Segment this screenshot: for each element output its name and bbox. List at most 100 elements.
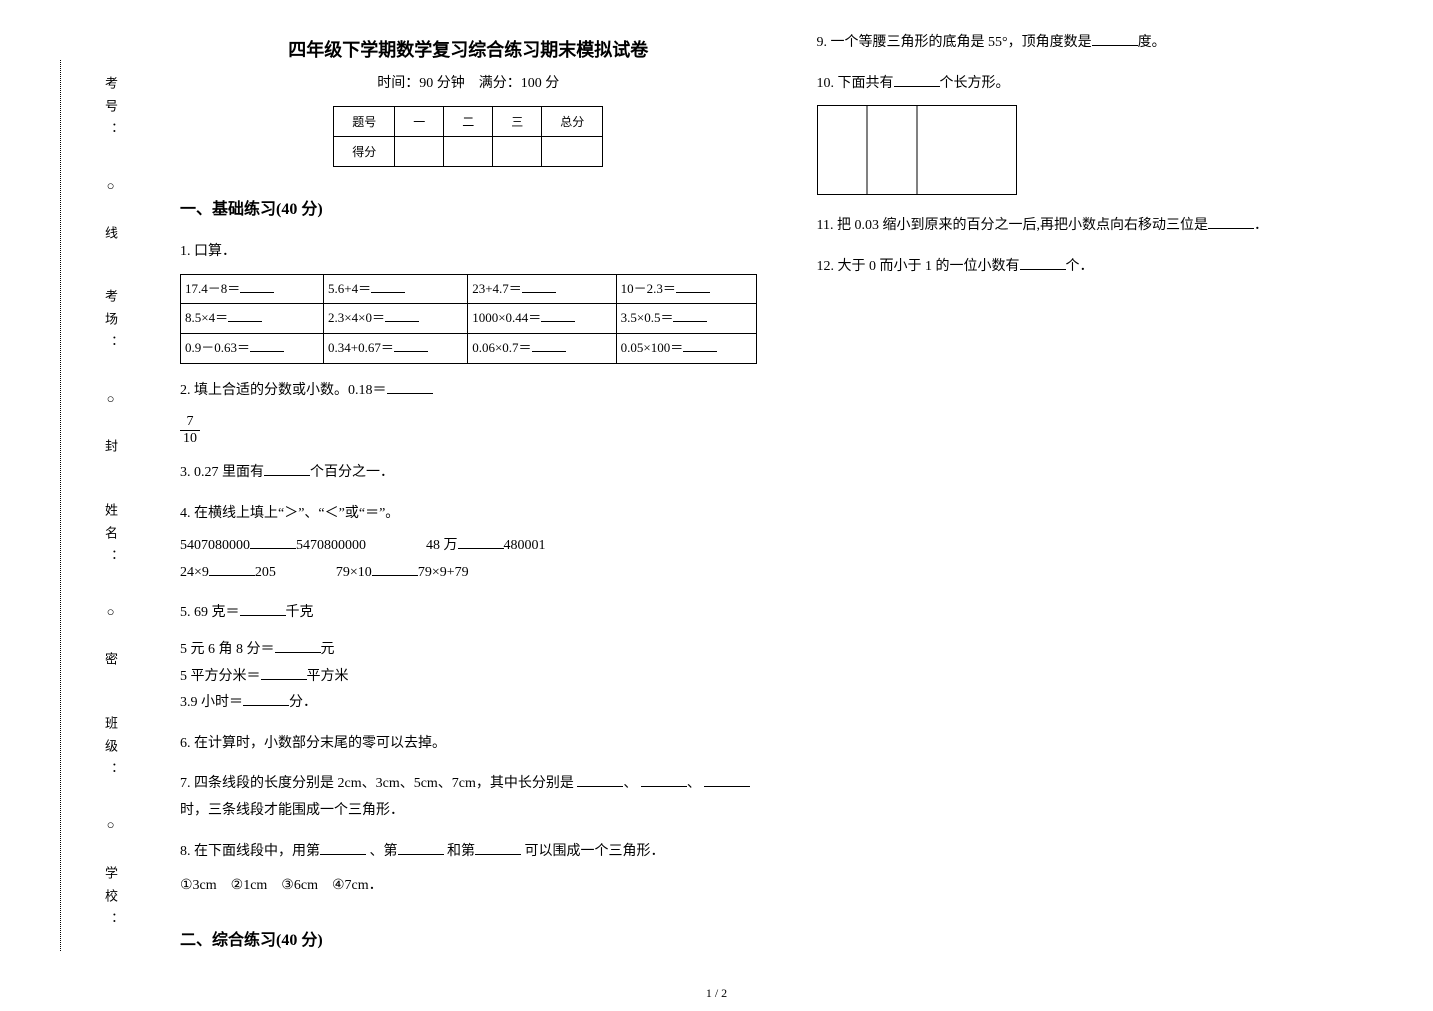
answer-blank[interactable]	[541, 309, 575, 322]
binding-word: 线	[101, 226, 120, 257]
calc-cell: 5.6+4＝	[328, 281, 371, 296]
binding-label: 学校：	[101, 866, 120, 935]
answer-blank[interactable]	[532, 339, 566, 352]
answer-blank[interactable]	[275, 639, 321, 653]
score-cell	[542, 137, 603, 167]
q2-label: 2. 填上合适的分数或小数。0.18＝	[180, 383, 387, 398]
answer-blank[interactable]	[683, 339, 717, 352]
binding-label: 班级：	[101, 716, 120, 785]
answer-blank[interactable]	[240, 280, 274, 293]
answer-blank[interactable]	[228, 309, 262, 322]
question-10: 10. 下面共有 个长方形。	[817, 71, 1394, 196]
q4-p3b: 205	[255, 565, 276, 580]
q3-text-b: 个百分之一．	[310, 465, 394, 480]
calc-cell: 0.05×100＝	[621, 340, 684, 355]
answer-blank[interactable]	[1208, 215, 1254, 229]
answer-blank[interactable]	[261, 666, 307, 680]
q12-b: 个．	[1066, 259, 1094, 274]
question-8: 8. 在下面线段中，用第 、第 和第 可以围成一个三角形． ①3cm ②1cm …	[180, 839, 757, 900]
answer-blank[interactable]	[387, 380, 433, 394]
score-cell	[444, 137, 493, 167]
answer-blank[interactable]	[1092, 32, 1138, 46]
binding-label: 考号：	[101, 76, 120, 145]
q4-p1a: 5407080000	[180, 538, 250, 553]
q4-label: 4. 在横线上填上“＞”、“＜”或“＝”。	[180, 501, 757, 528]
answer-blank[interactable]	[240, 602, 286, 616]
question-3: 3. 0.27 里面有 个百分之一．	[180, 460, 757, 487]
answer-blank[interactable]	[641, 773, 687, 787]
page-number: 1 / 2	[706, 986, 727, 1001]
q5-l3b: 平方米	[307, 669, 349, 684]
q2-fraction: 7 10	[180, 414, 200, 446]
answer-blank[interactable]	[264, 462, 310, 476]
q5-l4a: 3.9 小时＝	[180, 695, 243, 710]
page-content: 四年级下学期数学复习综合练习期末模拟试卷 时间：90 分钟 满分：100 分 题…	[180, 30, 1393, 981]
exam-subtitle: 时间：90 分钟 满分：100 分	[180, 72, 757, 92]
q5-l2b: 元	[321, 642, 335, 657]
answer-blank[interactable]	[243, 692, 289, 706]
q7-d: 时，三条线段才能围成一个三角形．	[180, 803, 404, 818]
score-head: 题号	[334, 107, 395, 137]
answer-blank[interactable]	[372, 562, 418, 576]
section-1-heading: 一、基础练习(40 分)	[180, 195, 757, 219]
answer-blank[interactable]	[894, 73, 940, 87]
q4-p3a: 24×9	[180, 565, 209, 580]
calc-cell: 2.3×4×0＝	[328, 310, 385, 325]
answer-blank[interactable]	[458, 535, 504, 549]
q7-a: 7. 四条线段的长度分别是 2cm、3cm、5cm、7cm，其中长分别是	[180, 776, 574, 791]
answer-blank[interactable]	[704, 773, 750, 787]
q8-d: 可以围成一个三角形．	[525, 844, 665, 859]
q5-l1b: 千克	[286, 605, 314, 620]
binding-word: 封	[101, 439, 120, 470]
score-cell	[395, 137, 444, 167]
calc-cell: 0.06×0.7＝	[472, 340, 531, 355]
q10-a: 10. 下面共有	[817, 76, 894, 91]
question-4: 4. 在横线上填上“＞”、“＜”或“＝”。 5407080000 54708000…	[180, 501, 757, 587]
answer-blank[interactable]	[577, 773, 623, 787]
q3-text-a: 3. 0.27 里面有	[180, 465, 264, 480]
answer-blank[interactable]	[250, 535, 296, 549]
answer-blank[interactable]	[1020, 256, 1066, 270]
q5-l2a: 5 元 6 角 8 分＝	[180, 642, 275, 657]
binding-dot: ○	[107, 391, 115, 407]
q5-l3a: 5 平方分米＝	[180, 669, 261, 684]
answer-blank[interactable]	[209, 562, 255, 576]
q4-p2a: 48 万	[426, 538, 458, 553]
answer-blank[interactable]	[522, 280, 556, 293]
fraction-denominator: 10	[180, 431, 200, 446]
answer-blank[interactable]	[673, 309, 707, 322]
binding-label: 姓名：	[101, 503, 120, 572]
question-5: 5. 69 克＝千克 5 元 6 角 8 分＝元 5 平方分米＝平方米 3.9 …	[180, 600, 757, 716]
answer-blank[interactable]	[394, 339, 428, 352]
q1-label: 1. 口算．	[180, 239, 757, 266]
question-9: 9. 一个等腰三角形的底角是 55°，顶角度数是度。	[817, 30, 1394, 57]
calc-cell: 23+4.7＝	[472, 281, 522, 296]
q8-c: 和第	[447, 844, 475, 859]
fraction-numerator: 7	[180, 414, 200, 430]
q10-diagram	[817, 105, 1017, 195]
question-2: 2. 填上合适的分数或小数。0.18＝ 7 10	[180, 378, 757, 446]
score-row-label: 得分	[334, 137, 395, 167]
answer-blank[interactable]	[398, 841, 444, 855]
q4-p4a: 79×10	[336, 565, 372, 580]
answer-blank[interactable]	[475, 841, 521, 855]
q10-b: 个长方形。	[940, 76, 1010, 91]
calc-cell: 10－2.3＝	[621, 281, 676, 296]
q11-b: ．	[1254, 218, 1268, 233]
answer-blank[interactable]	[385, 309, 419, 322]
score-cell	[493, 137, 542, 167]
score-head: 二	[444, 107, 493, 137]
q9-a: 9. 一个等腰三角形的底角是 55°，顶角度数是	[817, 35, 1092, 50]
answer-blank[interactable]	[320, 841, 366, 855]
answer-blank[interactable]	[250, 339, 284, 352]
answer-blank[interactable]	[676, 280, 710, 293]
exam-title: 四年级下学期数学复习综合练习期末模拟试卷	[180, 36, 757, 62]
q11-a: 11. 把 0.03 缩小到原来的百分之一后,再把小数点向右移动三位是	[817, 218, 1208, 233]
calc-cell: 0.34+0.67＝	[328, 340, 394, 355]
q4-p2b: 480001	[504, 538, 546, 553]
binding-dot: ○	[107, 604, 115, 620]
q4-p1b: 5470800000	[296, 538, 366, 553]
answer-blank[interactable]	[371, 280, 405, 293]
q7-b: 、	[623, 776, 637, 791]
binding-strip: 考号： ○ 线 考场： ○ 封 姓名： ○ 密 班级： ○ 学校：	[60, 60, 160, 951]
